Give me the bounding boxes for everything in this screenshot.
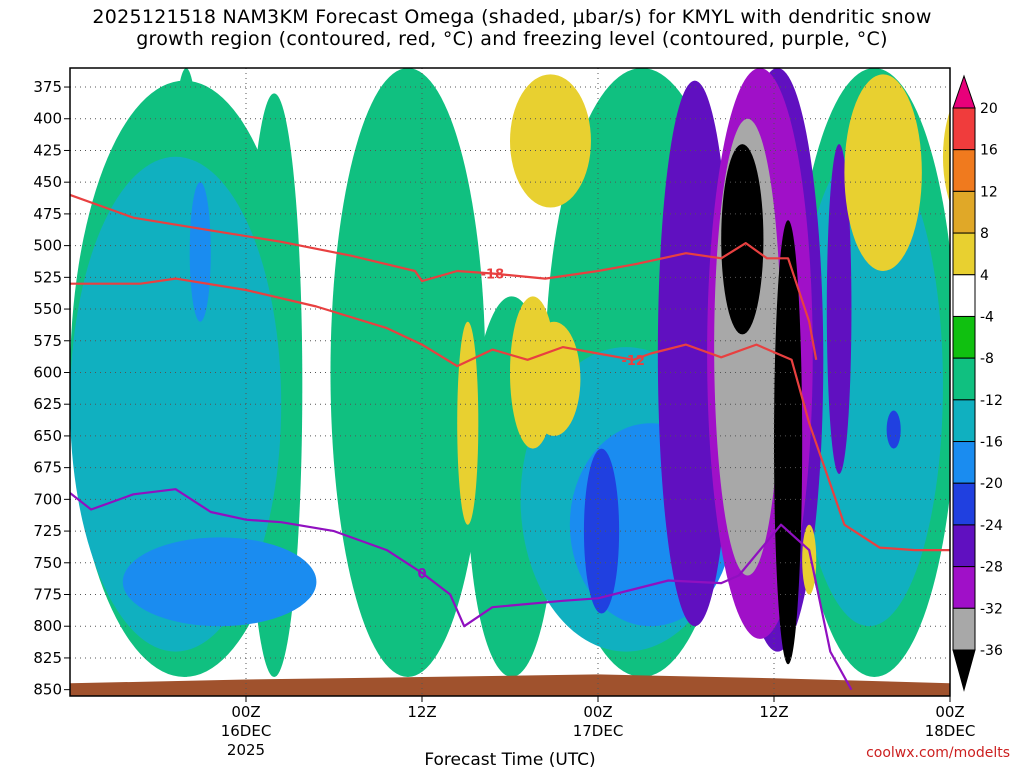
plot-frame xyxy=(69,67,951,697)
title-line-1: 2025121518 NAM3KM Forecast Omega (shaded… xyxy=(92,6,932,28)
colorbar-label-12: -32 xyxy=(980,601,1003,617)
omega-region-10 xyxy=(189,182,211,322)
omega-field xyxy=(70,68,1024,677)
colorbar-top-arrow xyxy=(952,74,976,109)
colorbar-segment-7 xyxy=(952,399,976,443)
x-tick-date-h20: 18DEC xyxy=(925,722,976,740)
x-tick-year-h0: 2025 xyxy=(227,741,265,759)
colorbar-label-3: 8 xyxy=(980,226,989,242)
x-tick-label-h5: 12Z xyxy=(407,703,436,721)
grid xyxy=(70,68,951,696)
x-axis-label: Forecast Time (UTC) xyxy=(424,750,595,768)
colorbar-label-8: -16 xyxy=(980,435,1003,451)
y-tick-label-p825: 825 xyxy=(33,649,62,667)
colorbar-label-11: -28 xyxy=(980,560,1003,576)
terrain-ground xyxy=(70,674,950,696)
y-tick-label-p425: 425 xyxy=(33,141,62,159)
colorbar-segment-0 xyxy=(952,107,976,151)
colorbar-segment-1 xyxy=(952,149,976,192)
omega-region-16 xyxy=(826,144,852,474)
y-tick-label-p800: 800 xyxy=(33,617,62,635)
colorbar-segment-5 xyxy=(952,315,976,359)
x-tick-date-h10: 17DEC xyxy=(573,722,624,740)
contour-line-0 xyxy=(70,488,853,691)
colorbar-label-4: 4 xyxy=(980,268,989,284)
colorbar: 20 16 12 8 4 -4 -8 -12 -16 -20 -24 -28 -32 -36 xyxy=(952,74,1003,692)
omega-region-26 xyxy=(844,74,922,271)
y-tick-label-p375: 375 xyxy=(33,78,62,96)
contour-lines: -18 -12 0 xyxy=(70,193,950,691)
omega-region-11 xyxy=(122,537,317,627)
x-tick-label-h0: 00Z xyxy=(231,703,260,721)
omega-region-28 xyxy=(1003,74,1024,315)
omega-region-32 xyxy=(802,524,817,595)
contour-line-minus12 xyxy=(70,277,950,552)
colorbar-bottom-arrow xyxy=(952,649,976,692)
ground-layer xyxy=(70,674,950,696)
contour-label-2: 0 xyxy=(417,567,426,582)
y-tick-label-p600: 600 xyxy=(33,363,62,381)
colorbar-segment-4 xyxy=(952,274,976,317)
y-tick-label-p775: 775 xyxy=(33,586,62,604)
y-tick-label-p650: 650 xyxy=(33,427,62,445)
y-tick-label-p850: 850 xyxy=(33,681,62,699)
y-tick-label-p750: 750 xyxy=(33,554,62,572)
omega-region-21 xyxy=(774,220,803,665)
colorbar-segment-3 xyxy=(952,232,976,276)
colorbar-segment-10 xyxy=(952,524,976,568)
colorbar-segment-8 xyxy=(952,441,976,484)
y-tick-label-p700: 700 xyxy=(33,490,62,508)
y-tick-label-p625: 625 xyxy=(33,395,62,413)
y-tick-label-p550: 550 xyxy=(33,300,62,318)
x-tick-label-h15: 12Z xyxy=(759,703,788,721)
omega-region-14 xyxy=(886,410,901,449)
colorbar-segment-9 xyxy=(952,482,976,526)
omega-region-13 xyxy=(583,448,620,614)
y-tick-label-p400: 400 xyxy=(33,110,62,128)
omega-region-20 xyxy=(721,144,764,335)
y-tick-label-p450: 450 xyxy=(33,173,62,191)
colorbar-segment-2 xyxy=(952,190,976,234)
x-tick-label-h10: 00Z xyxy=(583,703,612,721)
colorbar-label-13: -36 xyxy=(980,643,1003,659)
colorbar-label-0: 20 xyxy=(980,101,998,117)
contour-label-1: -12 xyxy=(621,354,645,369)
colorbar-label-2: 12 xyxy=(980,184,998,200)
colorbar-label-9: -20 xyxy=(980,476,1003,492)
y-tick-label-p475: 475 xyxy=(33,205,62,223)
colorbar-segment-11 xyxy=(952,566,976,609)
omega-region-15 xyxy=(657,80,732,627)
omega-region-27 xyxy=(942,110,950,204)
x-tick-date-h0: 16DEC xyxy=(221,722,272,740)
title-line-2: growth region (contoured, red, °C) and f… xyxy=(136,28,888,50)
watermark: coolwx.com/modelts xyxy=(866,745,1010,761)
y-axis: 375 400 425 450 475 500 525 550 575 600 625 650 675 7… xyxy=(33,78,70,699)
omega-region-22 xyxy=(457,321,479,525)
y-tick-label-p525: 525 xyxy=(33,268,62,286)
colorbar-label-5: -4 xyxy=(980,309,994,325)
omega-region-3 xyxy=(330,68,486,677)
colorbar-label-7: -12 xyxy=(980,393,1003,409)
contour-label-0: -18 xyxy=(481,268,505,283)
y-tick-label-p575: 575 xyxy=(33,332,62,350)
colorbar-label-1: 16 xyxy=(980,143,998,159)
colorbar-label-6: -8 xyxy=(980,351,994,367)
colorbar-segment-6 xyxy=(952,357,976,401)
y-tick-label-p500: 500 xyxy=(33,237,62,255)
contour-line-minus18 xyxy=(70,193,818,360)
colorbar-segment-12 xyxy=(952,607,976,651)
omega-region-25 xyxy=(527,321,581,436)
y-tick-label-p725: 725 xyxy=(33,522,62,540)
omega-region-24 xyxy=(509,74,591,208)
x-tick-label-h20: 00Z xyxy=(935,703,964,721)
y-tick-label-p675: 675 xyxy=(33,459,62,477)
colorbar-label-10: -24 xyxy=(980,518,1003,534)
chart-title: 2025121518 NAM3KM Forecast Omega (shaded… xyxy=(0,6,1024,50)
